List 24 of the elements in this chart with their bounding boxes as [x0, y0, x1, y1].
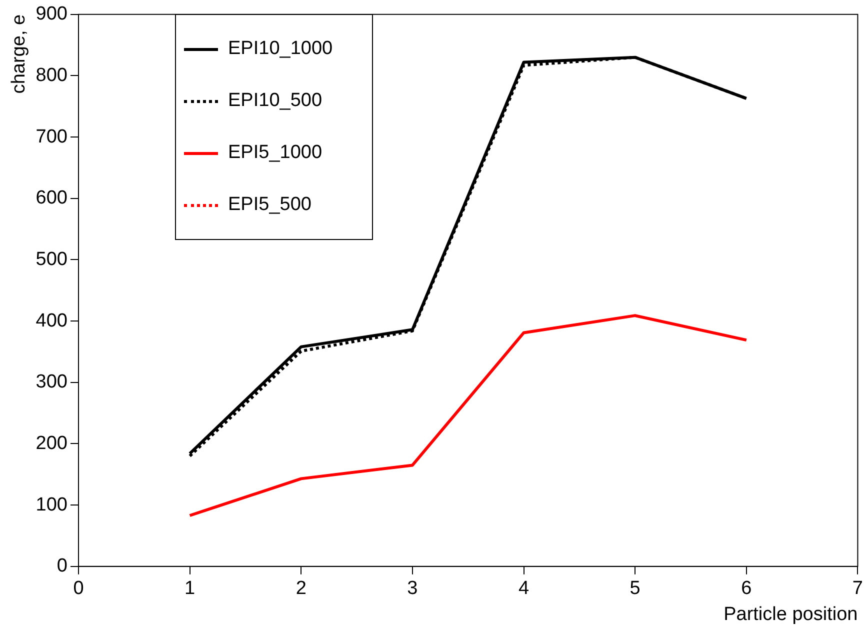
y-tick-label: 700: [36, 126, 68, 148]
y-axis-title: charge, e: [8, 14, 30, 94]
y-tick-label: 0: [56, 556, 68, 577]
legend-label: EPI5_500: [228, 194, 312, 216]
y-tick-label: 600: [36, 188, 68, 209]
x-tick-label: 1: [184, 578, 196, 600]
x-tick-label: 7: [852, 578, 864, 600]
y-tick-label: 100: [36, 494, 68, 516]
legend-label: EPI5_1000: [228, 142, 322, 164]
x-tick-label: 0: [73, 578, 84, 600]
y-tick-label: 200: [36, 432, 68, 454]
x-tick-label: 2: [296, 578, 306, 600]
y-tick-label: 500: [36, 248, 68, 270]
x-tick-label: 3: [407, 578, 418, 600]
x-tick-label: 4: [518, 578, 530, 600]
x-tick-label: 6: [741, 578, 752, 600]
y-tick-label: 900: [36, 4, 68, 25]
legend-label: EPI10_500: [228, 90, 322, 112]
legend-label: EPI10_1000: [228, 38, 333, 60]
y-tick-label: 400: [36, 310, 68, 332]
y-tick-label: 800: [36, 64, 68, 86]
x-tick-label: 5: [630, 578, 640, 600]
y-tick-label: 300: [36, 372, 68, 393]
x-axis-title: Particle position: [724, 604, 858, 625]
